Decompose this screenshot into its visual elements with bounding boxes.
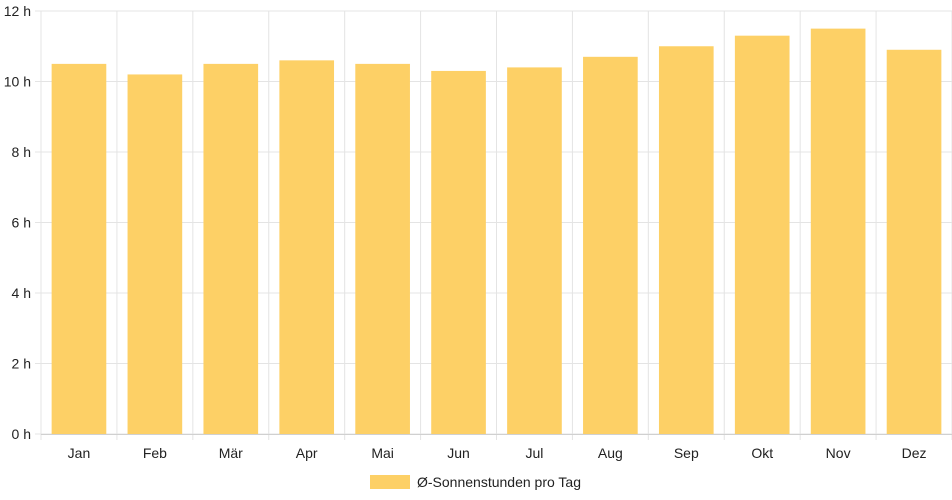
grid [35, 10, 952, 440]
bar-aug [583, 56, 638, 434]
y-tick-label: 6 h [12, 215, 31, 231]
x-tick-label: Jul [526, 445, 544, 461]
y-tick-label: 4 h [12, 285, 31, 301]
axes: 0 h 2 h 4 h 6 h 8 h 10 h 12 h Jan Feb Mär Apr Mai Ju… [4, 3, 952, 461]
x-tick-label: Mär [219, 445, 243, 461]
bar-jul [507, 67, 562, 435]
x-tick-label: Dez [902, 445, 927, 461]
x-tick-label: Jan [68, 445, 91, 461]
bars [51, 28, 942, 435]
y-tick-label: 2 h [12, 356, 31, 372]
y-tick-label: 8 h [12, 144, 31, 160]
bar-mai [355, 63, 410, 434]
y-tick-label: 0 h [12, 426, 31, 442]
bar-jun [431, 70, 486, 435]
y-tick-label: 12 h [4, 3, 31, 19]
x-tick-label: Nov [826, 445, 851, 461]
bar-nov [810, 28, 866, 434]
bar-dez [886, 49, 942, 435]
x-tick-label: Apr [296, 445, 318, 461]
bar-sep [658, 46, 714, 434]
bar-jan [51, 63, 107, 434]
x-tick-label: Feb [143, 445, 167, 461]
x-tick-label: Mai [371, 445, 394, 461]
bar-feb [127, 74, 183, 434]
bar-mär [203, 63, 259, 434]
legend-swatch [370, 475, 410, 489]
x-tick-label: Aug [598, 445, 623, 461]
bar-apr [279, 60, 335, 434]
legend[interactable]: Ø-Sonnenstunden pro Tag [370, 474, 581, 490]
x-tick-label: Sep [674, 445, 699, 461]
y-tick-label: 10 h [4, 74, 31, 90]
x-tick-label: Okt [751, 445, 773, 461]
x-tick-label: Jun [447, 445, 470, 461]
legend-label: Ø-Sonnenstunden pro Tag [417, 474, 581, 490]
bar-okt [734, 35, 790, 435]
